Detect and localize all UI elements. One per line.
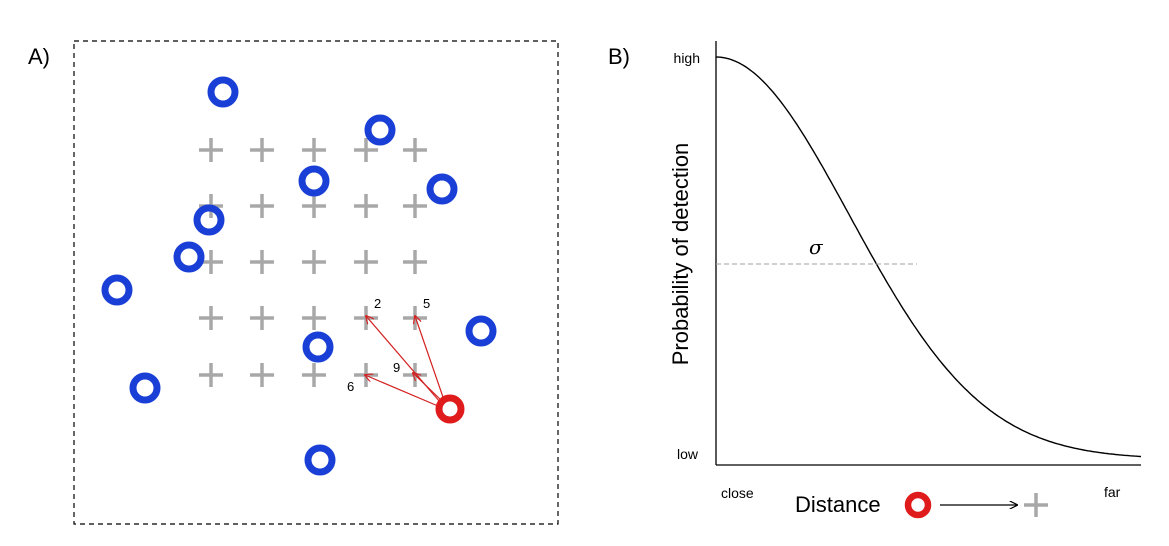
trap-icon <box>250 250 274 274</box>
x-axis-title: Distance <box>795 492 881 517</box>
activity-center-icon <box>173 241 205 273</box>
activity-center-icon <box>298 165 330 197</box>
trap-icon <box>302 306 326 330</box>
trap-icon <box>302 194 326 218</box>
activity-center-icon <box>101 274 133 306</box>
panel-a-label: A) <box>28 44 50 69</box>
trap-icon <box>199 138 223 162</box>
sigma-label: σ <box>809 235 824 259</box>
y-axis-title: Probability of detection <box>668 143 693 366</box>
detection-arrows <box>365 316 445 407</box>
activity-center-icon <box>465 315 497 347</box>
detection-count-label: 2 <box>374 296 381 311</box>
trap-icon <box>250 306 274 330</box>
panel-b-label: B) <box>608 44 630 69</box>
trap-icon <box>403 250 427 274</box>
trap-icon <box>199 363 223 387</box>
trap-legend-icon <box>1024 493 1048 517</box>
trap-grid <box>199 138 427 387</box>
activity-center-icon <box>193 204 225 236</box>
trap-icon <box>302 363 326 387</box>
focal-activity-center-icon <box>435 394 465 424</box>
trap-icon <box>302 138 326 162</box>
detection-probability-curve <box>715 56 1142 458</box>
trap-icon <box>354 250 378 274</box>
detection-arrow-6 <box>365 375 439 407</box>
detection-count-label: 9 <box>393 360 400 375</box>
panel-b: B) high low Probability of detection σ c… <box>608 41 1142 519</box>
state-space-boundary <box>73 40 559 525</box>
detection-counts: 2 5 9 6 <box>347 296 430 394</box>
trap-icon <box>250 194 274 218</box>
activity-center-icon <box>302 331 334 363</box>
panel-a: A) 2 5 9 6 <box>28 40 559 525</box>
activity-center-icon <box>129 372 161 404</box>
y-low-label: low <box>677 446 699 462</box>
trap-icon <box>302 250 326 274</box>
x-far-label: far <box>1104 484 1121 500</box>
activity-center-icon <box>207 76 239 108</box>
activity-center-icon <box>364 114 396 146</box>
detection-arrow-5 <box>415 316 445 401</box>
y-high-label: high <box>674 50 700 66</box>
detection-arrow-9 <box>413 373 443 402</box>
trap-icon <box>403 194 427 218</box>
activity-center-legend-icon <box>904 491 932 519</box>
x-close-label: close <box>721 485 754 501</box>
trap-icon <box>403 138 427 162</box>
trap-icon <box>250 363 274 387</box>
trap-icon <box>250 138 274 162</box>
activity-centers <box>101 76 497 476</box>
trap-icon <box>354 138 378 162</box>
trap-icon <box>199 306 223 330</box>
trap-icon <box>354 194 378 218</box>
detection-count-label: 6 <box>347 379 354 394</box>
detection-count-label: 5 <box>423 296 430 311</box>
activity-center-icon <box>304 444 336 476</box>
activity-center-icon <box>426 173 458 205</box>
